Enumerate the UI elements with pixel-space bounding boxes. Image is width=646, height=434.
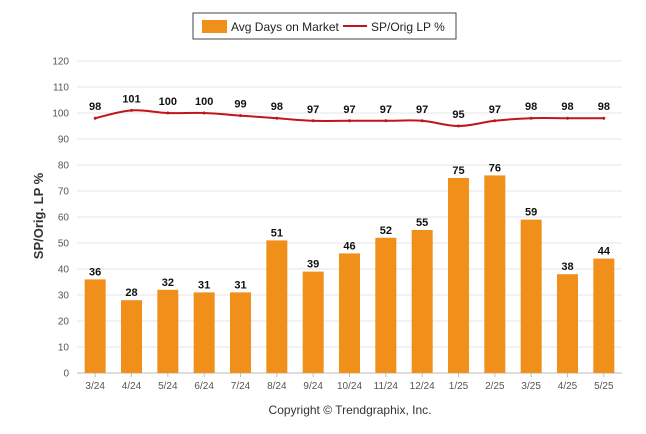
line-point [384, 119, 388, 123]
bar-data-label: 38 [561, 261, 573, 273]
y-tick-label: 70 [58, 187, 70, 198]
bar-data-label: 28 [125, 287, 137, 299]
line-point [202, 111, 206, 115]
bar [302, 271, 324, 373]
x-tick-label: 3/24 [85, 381, 105, 392]
line-point [311, 119, 315, 123]
bar [375, 237, 397, 373]
bar [266, 240, 288, 373]
line-point [493, 119, 497, 123]
bar [593, 258, 615, 373]
line-point [348, 119, 351, 123]
bar [339, 253, 360, 373]
line-point [239, 114, 242, 118]
legend-label-bar: Avg Days on Market [231, 20, 339, 34]
bar-data-label: 36 [89, 266, 101, 278]
y-tick-label: 50 [58, 239, 70, 250]
bar-data-label: 32 [162, 277, 174, 289]
bar-data-label: 75 [452, 165, 464, 177]
line-point [166, 111, 170, 115]
y-tick-label: 10 [58, 343, 70, 354]
copyright-footer: Copyright © Trendgraphix, Inc. [269, 403, 432, 417]
line-data-label: 99 [234, 99, 246, 111]
y-tick-label: 120 [52, 57, 69, 68]
bar-data-label: 31 [234, 279, 246, 291]
line-point [420, 119, 424, 123]
bar [520, 219, 542, 373]
line-point [566, 116, 569, 120]
bar [84, 279, 106, 373]
y-tick-label: 100 [52, 109, 69, 120]
line-data-label: 97 [380, 104, 392, 116]
x-tick-label: 5/24 [158, 381, 178, 392]
legend-box [192, 12, 457, 40]
line-data-label: 98 [89, 101, 101, 113]
plot-area: 0 10 20 30 40 50 60 70 80 90 100 110 120 36 28 32 31 31 51… [52, 57, 622, 392]
bar [193, 292, 215, 373]
x-tick-label: 7/24 [231, 381, 251, 392]
line-data-label: 97 [307, 104, 319, 116]
x-tick-label: 9/24 [303, 381, 323, 392]
x-tick-label: 4/24 [122, 381, 142, 392]
bar-data-label: 52 [380, 225, 392, 237]
line-data-label: 97 [343, 104, 355, 116]
y-axis-label: SP/Orig. LP % [31, 172, 46, 259]
line-point [93, 116, 97, 120]
line-point [602, 116, 606, 120]
bar-data-label: 55 [416, 217, 428, 229]
x-tick-label: 5/25 [594, 381, 614, 392]
bar [557, 274, 578, 373]
x-tick-label: 4/25 [558, 381, 578, 392]
bar [448, 178, 469, 373]
bar-data-label: 31 [198, 279, 210, 291]
bar-data-label: 51 [271, 227, 283, 239]
y-tick-label: 80 [58, 161, 70, 172]
bar [411, 230, 433, 373]
line-point [457, 124, 460, 128]
legend: Avg Days on Market SP/Orig LP % [192, 12, 457, 40]
line-data-label: 97 [416, 104, 428, 116]
x-tick-label: 6/24 [194, 381, 214, 392]
line-data-label: 100 [195, 96, 213, 108]
x-tick-label: 2/25 [485, 381, 505, 392]
line-data-label: 101 [122, 93, 140, 105]
bar [484, 175, 506, 373]
line-point [275, 116, 279, 120]
bar-data-label: 44 [598, 246, 611, 258]
y-tick-label: 90 [58, 135, 70, 146]
bar-data-label: 59 [525, 207, 537, 219]
line-data-label: 98 [561, 101, 573, 113]
x-tick-label: 10/24 [337, 381, 362, 392]
line-data-label: 98 [598, 101, 610, 113]
line-data-label: 98 [525, 101, 537, 113]
line-data-label: 97 [489, 104, 501, 116]
line-data-label: 98 [271, 101, 283, 113]
bar [121, 300, 142, 373]
bar-data-label: 39 [307, 259, 319, 271]
line-point [130, 108, 133, 112]
x-tick-label: 8/24 [267, 381, 287, 392]
y-tick-label: 60 [58, 213, 70, 224]
bar [157, 289, 179, 373]
x-tick-label: 12/24 [410, 381, 435, 392]
line-data-label: 100 [159, 96, 177, 108]
x-tick-label: 11/24 [374, 381, 399, 392]
y-tick-label: 30 [58, 291, 70, 302]
line-data-label: 95 [452, 109, 464, 121]
line-point [529, 116, 533, 120]
legend-label-line: SP/Orig LP % [371, 20, 445, 34]
legend-swatch-bar [202, 20, 227, 33]
x-tick-label: 1/25 [449, 381, 469, 392]
y-tick-label: 0 [63, 369, 69, 380]
x-tick-label: 3/25 [521, 381, 541, 392]
bar-data-label: 46 [343, 240, 355, 252]
y-tick-label: 110 [53, 83, 69, 94]
bar-data-label: 76 [489, 162, 501, 174]
bar [230, 292, 251, 373]
y-tick-label: 40 [58, 265, 70, 276]
y-tick-label: 20 [58, 317, 70, 328]
